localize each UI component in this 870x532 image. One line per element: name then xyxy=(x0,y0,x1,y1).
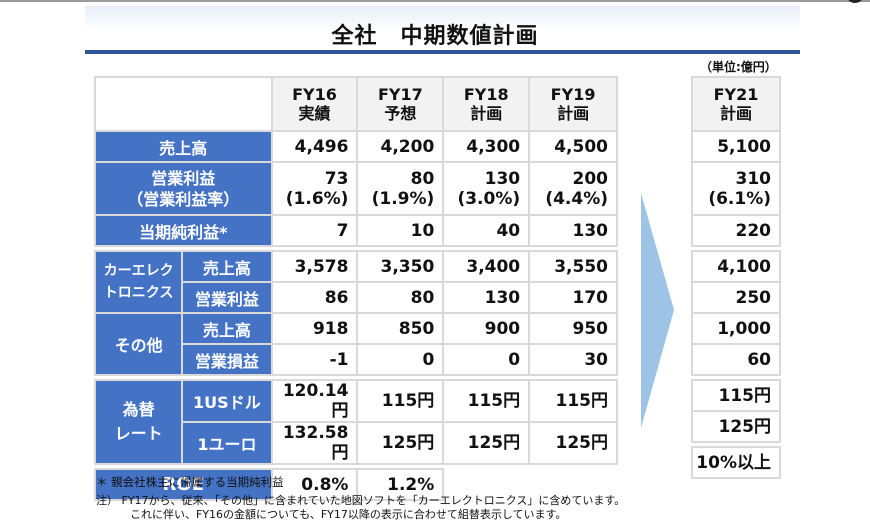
cell: 1.2% xyxy=(356,468,445,501)
cell: 80 xyxy=(356,281,445,314)
cell: 1,000 xyxy=(691,312,781,345)
cell: 900 xyxy=(442,312,531,345)
sub-label: 1ユーロ xyxy=(181,421,273,465)
cell: 115円 xyxy=(528,379,618,423)
cell: 130 xyxy=(442,281,531,314)
sub-label: 営業利益 xyxy=(181,281,273,314)
cell: 4,100 xyxy=(691,250,781,283)
table-row-roe: ROE 0.8% 1.2% xyxy=(94,468,617,501)
cell: 3,550 xyxy=(528,250,618,283)
table-row-net-income: 当期純利益* 7 10 40 130 xyxy=(94,214,618,247)
cell: 125円 xyxy=(356,421,445,465)
cell: 3,578 xyxy=(270,250,359,283)
cell: 3,400 xyxy=(442,250,531,283)
cell: 250 xyxy=(691,281,781,314)
cell: 7 xyxy=(270,214,359,247)
row-label-sales: 売上高 xyxy=(94,130,273,163)
cell: 115円 xyxy=(691,379,781,412)
cell: 80 (1.9%) xyxy=(356,161,445,216)
cell: 30 xyxy=(528,343,618,376)
col-header-fy18: FY18 計画 xyxy=(442,76,531,132)
table-row-fx-eur: 1ユーロ 132.58円 125円 125円 125円 xyxy=(95,421,618,465)
cell: 3,350 xyxy=(356,250,445,283)
cell: 0.8% xyxy=(270,468,359,501)
corner-mark xyxy=(848,0,862,3)
col-header-fy16: FY16 実績 xyxy=(270,76,359,132)
cell: -1 xyxy=(270,343,359,376)
corner-cell xyxy=(94,76,273,132)
arrow-right-icon xyxy=(641,193,674,428)
sub-label: 売上高 xyxy=(181,250,273,283)
fy21-table: FY21 計画 5,100 310 (6.1%) 220 4,100 250 1,0… xyxy=(691,76,781,479)
segment-label-other: その他 xyxy=(93,312,184,376)
cell: 125円 xyxy=(691,410,781,443)
cell: 200 (4.4%) xyxy=(528,161,618,216)
cell: 310 (6.1%) xyxy=(691,161,781,216)
fx-label: 為替 レート xyxy=(93,379,184,465)
footnote-note2: これに伴い、FY16の金額についても、FY17以降の表示に合わせて組替表示してい… xyxy=(130,508,567,521)
col-header-fy19: FY19 計画 xyxy=(528,76,618,132)
table-row-fx-usd: 為替 レート 1USドル 120.14円 115円 115円 115円 xyxy=(93,379,618,465)
table-row-other-operating: 営業損益 -1 0 0 30 xyxy=(95,343,618,376)
table-row-sales: 売上高 4,496 4,200 4,300 4,500 xyxy=(94,130,618,163)
cell: 115円 xyxy=(442,379,531,423)
table-row-car-operating: 営業利益 86 80 130 170 xyxy=(95,281,618,314)
title-rule xyxy=(85,50,800,54)
sub-label: 売上高 xyxy=(181,312,273,345)
cell: 40 xyxy=(442,214,531,247)
sub-label: 1USドル xyxy=(181,379,273,423)
cell: 10 xyxy=(356,214,445,247)
cell: 130 xyxy=(528,214,618,247)
title-band xyxy=(85,6,800,50)
footnote-asterisk: ＊ 親会社株主に帰属する当期純利益 xyxy=(96,475,284,489)
cell: 125円 xyxy=(442,421,531,465)
top-border xyxy=(0,0,870,2)
cell: 5,100 xyxy=(691,130,781,163)
row-label-net-income: 当期純利益* xyxy=(94,214,273,247)
table-row-other-sales: その他 売上高 918 850 900 950 xyxy=(93,312,618,376)
table-row-car-sales: カーエレク トロニクス 売上高 3,578 3,350 3,400 3,550 xyxy=(93,250,618,314)
cell: 132.58円 xyxy=(270,421,359,465)
row-label-operating-income: 営業利益 （営業利益率） xyxy=(94,161,273,216)
unit-label: （単位:億円） xyxy=(700,60,777,74)
page-title: 全社 中期数値計画 xyxy=(331,24,539,49)
cell: 4,200 xyxy=(356,130,445,163)
cell: 220 xyxy=(691,214,781,247)
cell: 4,500 xyxy=(528,130,618,163)
plan-table: FY16 実績 FY17 予想 FY18 計画 FY19 計画 売上高 4,496 4,… xyxy=(93,76,618,501)
cell: 130 (3.0%) xyxy=(442,161,531,216)
cell: 115円 xyxy=(356,379,445,423)
table-row-operating-income: 営業利益 （営業利益率） 73 (1.6%) 80 (1.9%) 130 (3.0%) … xyxy=(94,161,618,216)
cell: 170 xyxy=(528,281,618,314)
cell: 4,496 xyxy=(270,130,359,163)
cell: 60 xyxy=(691,343,781,376)
segment-label-car-electronics: カーエレク トロニクス xyxy=(93,250,184,314)
cell: 10%以上 xyxy=(691,446,781,479)
cell: 0 xyxy=(356,343,445,376)
cell: 120.14円 xyxy=(270,379,359,423)
cell: 918 xyxy=(270,312,359,345)
row-label-roe: ROE xyxy=(94,468,273,501)
cell: 850 xyxy=(356,312,445,345)
col-header-fy17: FY17 予想 xyxy=(356,76,445,132)
cell: 86 xyxy=(270,281,359,314)
cell: 125円 xyxy=(528,421,618,465)
cell: 950 xyxy=(528,312,618,345)
cell: 0 xyxy=(442,343,531,376)
cell: 4,300 xyxy=(442,130,531,163)
footnote-note1: 注） FY17から、従来、「その他」に含まれていた地図ソフトを「カーエレクトロニ… xyxy=(96,494,626,507)
col-header-fy21: FY21 計画 xyxy=(691,76,781,132)
cell: 73 (1.6%) xyxy=(270,161,359,216)
sub-label: 営業損益 xyxy=(181,343,273,376)
